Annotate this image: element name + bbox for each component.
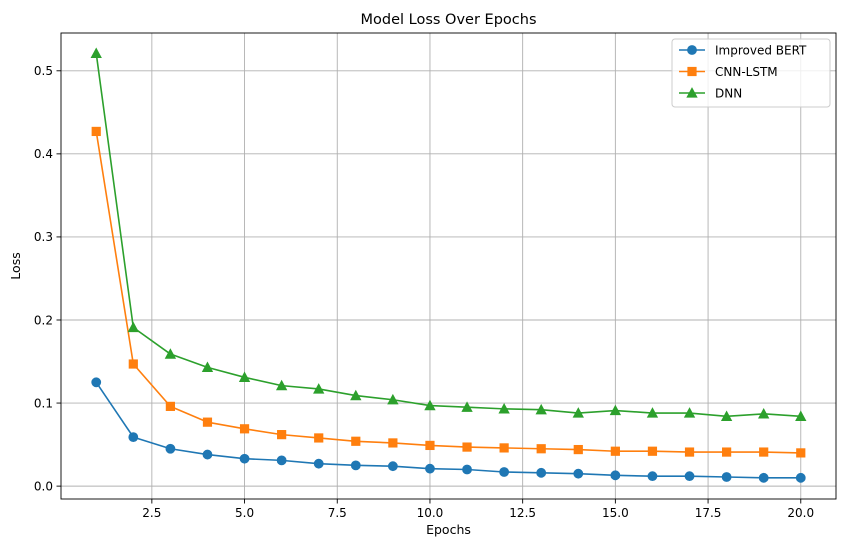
data-point bbox=[201, 361, 214, 372]
x-tick-label: 5.0 bbox=[235, 506, 254, 520]
data-point bbox=[573, 444, 583, 455]
data-point bbox=[239, 424, 250, 434]
data-point bbox=[499, 443, 509, 453]
data-point bbox=[128, 432, 139, 443]
series-line bbox=[95, 53, 801, 418]
x-tick-label: 17.5 bbox=[695, 506, 722, 520]
data-point bbox=[462, 442, 472, 452]
data-point bbox=[313, 458, 324, 469]
data-point bbox=[573, 468, 584, 479]
data-point bbox=[91, 126, 101, 137]
data-point bbox=[498, 403, 510, 414]
legend-label: DNN bbox=[715, 86, 742, 100]
data-point bbox=[387, 461, 398, 472]
data-point bbox=[424, 399, 436, 411]
data-point bbox=[683, 407, 696, 418]
grid bbox=[61, 33, 836, 499]
plot-area-frame bbox=[60, 32, 837, 500]
data-point bbox=[239, 453, 250, 464]
data-point bbox=[425, 463, 435, 474]
legend-item: CNN-LSTM bbox=[679, 65, 778, 79]
legend-item: DNN bbox=[679, 86, 742, 100]
data-point bbox=[609, 404, 622, 416]
legend-label: Improved BERT bbox=[715, 43, 807, 57]
data-point bbox=[202, 449, 213, 460]
data-point bbox=[314, 433, 324, 443]
axis-ticks: 2.5 5.0 7.5 10.0 12.5 15.0 17.5 20.0 0.0 0.1 0.2 0.… bbox=[34, 64, 814, 520]
data-point bbox=[91, 377, 102, 388]
data-point bbox=[461, 401, 473, 412]
data-point bbox=[647, 446, 658, 456]
legend-marker bbox=[687, 45, 697, 55]
data-point bbox=[164, 348, 177, 359]
data-point bbox=[535, 403, 547, 415]
data-point bbox=[238, 371, 251, 382]
data-point bbox=[646, 407, 659, 418]
data-point bbox=[610, 446, 620, 456]
series-line bbox=[95, 131, 801, 454]
data-point bbox=[796, 448, 806, 458]
y-tick-label: 0.0 bbox=[34, 479, 53, 493]
x-tick-label: 10.0 bbox=[417, 506, 444, 520]
data-point bbox=[499, 467, 510, 477]
x-tick-label: 12.5 bbox=[509, 506, 536, 520]
x-axis-label: Epochs bbox=[426, 522, 471, 537]
chart-title: Model Loss Over Epochs bbox=[361, 12, 537, 28]
legend-label: CNN-LSTM bbox=[715, 65, 778, 79]
data-point bbox=[313, 383, 325, 394]
data-point bbox=[387, 393, 399, 405]
y-tick-label: 0.1 bbox=[34, 396, 53, 410]
legend-item: Improved BERT bbox=[679, 43, 807, 57]
y-axis-label: Loss bbox=[8, 252, 23, 279]
data-point bbox=[127, 321, 139, 333]
legend: Improved BERT CNN-LSTM DNN bbox=[671, 38, 831, 108]
data-point bbox=[684, 471, 695, 482]
data-point bbox=[202, 417, 213, 427]
data-point bbox=[425, 440, 435, 451]
data-point bbox=[759, 447, 769, 457]
data-point bbox=[351, 436, 361, 446]
data-point bbox=[536, 467, 547, 478]
data-point bbox=[350, 460, 361, 471]
data-point bbox=[758, 472, 769, 483]
data-point bbox=[90, 47, 102, 59]
y-tick-label: 0.2 bbox=[34, 313, 53, 327]
data-point bbox=[758, 408, 770, 419]
legend-marker bbox=[687, 66, 697, 77]
data-point bbox=[350, 389, 362, 401]
data-point bbox=[165, 401, 175, 411]
legend-box bbox=[671, 38, 831, 108]
x-tick-label: 15.0 bbox=[602, 506, 629, 520]
data-point bbox=[277, 430, 287, 440]
y-tick-label: 0.4 bbox=[34, 147, 53, 161]
x-tick-label: 20.0 bbox=[787, 506, 814, 520]
data-point bbox=[720, 410, 733, 421]
series-line bbox=[95, 381, 801, 479]
data-point bbox=[275, 379, 288, 391]
data-point bbox=[610, 470, 621, 481]
data-point bbox=[795, 410, 807, 421]
data-point bbox=[722, 447, 732, 457]
data-point bbox=[128, 359, 138, 369]
data-point bbox=[684, 447, 695, 457]
series-group bbox=[90, 47, 807, 483]
data-point bbox=[572, 407, 584, 418]
series-improved-bert bbox=[91, 377, 806, 483]
data-point bbox=[276, 455, 287, 466]
legend-marker bbox=[686, 87, 698, 98]
y-tick-label: 0.5 bbox=[34, 64, 53, 78]
x-tick-label: 7.5 bbox=[328, 506, 347, 520]
data-point bbox=[795, 472, 806, 483]
data-point bbox=[647, 471, 658, 482]
data-point bbox=[165, 443, 176, 454]
data-point bbox=[536, 444, 546, 454]
data-point bbox=[721, 472, 732, 482]
data-point bbox=[462, 464, 472, 475]
series-cnn-lstm bbox=[91, 126, 806, 458]
data-point bbox=[388, 438, 398, 448]
x-tick-label: 2.5 bbox=[142, 506, 161, 520]
y-tick-label: 0.3 bbox=[34, 230, 53, 244]
series-dnn bbox=[90, 47, 807, 421]
